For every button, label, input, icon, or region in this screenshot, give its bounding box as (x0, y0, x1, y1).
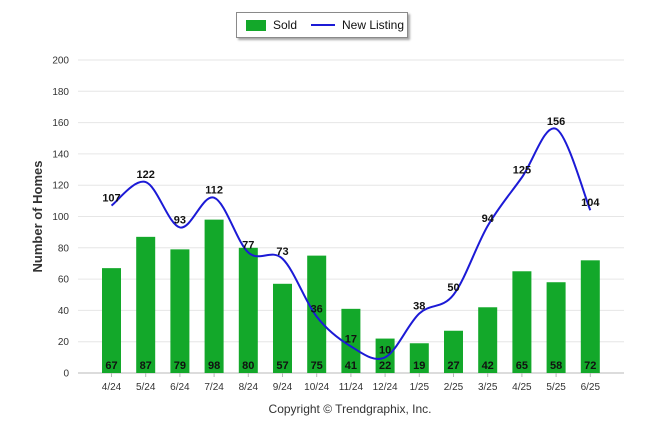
bar-sold (375, 338, 395, 373)
bar-sold (444, 330, 463, 373)
copyright-footer: Copyright © Trendgraphix, Inc. (268, 402, 432, 416)
line-new-listing (110, 127, 592, 360)
bar-sold (204, 219, 224, 373)
data-label-sold: 75 (311, 360, 323, 372)
bar-sold (102, 268, 121, 373)
y-tick-label: 200 (52, 56, 69, 67)
data-label-sold: 57 (276, 360, 288, 372)
data-label-new-listing: 94 (482, 213, 495, 225)
legend-item-new-listing[interactable]: New Listing (311, 13, 404, 37)
bar-sold (170, 249, 190, 373)
x-tick-label: 4/24 (102, 382, 122, 393)
y-tick-label: 40 (58, 306, 70, 317)
data-label-sold: 22 (379, 360, 391, 372)
x-tick-label: 12/24 (373, 382, 398, 393)
legend-label-new-listing: New Listing (342, 18, 405, 32)
data-label-new-listing: 50 (447, 282, 459, 294)
data-label-sold: 65 (516, 360, 528, 372)
y-tick-label: 20 (58, 337, 70, 348)
bar-sold (273, 283, 292, 373)
x-tick-label: 3/25 (478, 382, 498, 393)
data-label-sold: 80 (242, 360, 254, 372)
bar-sold (478, 307, 498, 373)
data-label-new-listing: 156 (547, 116, 565, 128)
y-tick-label: 100 (52, 212, 69, 223)
y-tick-label: 60 (58, 275, 70, 286)
legend-item-sold[interactable]: Sold (246, 13, 297, 37)
data-label-sold: 27 (447, 360, 459, 372)
data-label-sold: 58 (550, 360, 562, 372)
x-tick-label: 4/25 (512, 382, 532, 393)
y-tick-label: 180 (52, 87, 69, 98)
bar-sold (512, 271, 532, 373)
bar-sold (580, 260, 600, 373)
data-label-new-listing: 17 (345, 333, 357, 345)
legend-swatch-sold (246, 19, 266, 31)
bar-sold (546, 282, 566, 373)
x-tick-label: 9/24 (273, 382, 293, 393)
data-label-new-listing: 38 (413, 301, 425, 313)
bar-sold (409, 343, 429, 373)
data-label-new-listing: 77 (242, 239, 254, 251)
x-tick-label: 11/24 (339, 382, 364, 393)
data-label-sold: 19 (413, 360, 425, 372)
data-label-sold: 79 (174, 360, 186, 372)
legend-line-new-listing (311, 24, 335, 26)
x-tick-label: 2/25 (444, 382, 464, 393)
bar-sold (341, 308, 361, 373)
y-axis-title: Number of Homes (30, 161, 45, 273)
bar-sold (238, 247, 258, 373)
data-label-new-listing: 125 (513, 164, 531, 176)
x-tick-label: 5/25 (546, 382, 566, 393)
y-tick-label: 0 (63, 369, 69, 380)
x-tick-label: 10/24 (304, 382, 329, 393)
data-label-new-listing: 36 (311, 304, 323, 316)
y-tick-label: 160 (52, 118, 69, 129)
data-label-sold: 41 (345, 360, 357, 372)
data-label-sold: 67 (105, 360, 117, 372)
data-label-new-listing: 93 (174, 214, 186, 226)
y-tick-label: 120 (52, 181, 69, 192)
data-label-new-listing: 104 (581, 197, 600, 209)
legend-label-sold: Sold (273, 18, 298, 32)
x-tick-label: 8/24 (239, 382, 259, 393)
data-label-new-listing: 107 (102, 193, 120, 205)
x-tick-label: 7/24 (204, 382, 224, 393)
data-label-sold: 42 (482, 360, 494, 372)
y-tick-label: 80 (58, 243, 70, 254)
data-label-new-listing: 122 (137, 169, 155, 181)
data-label-sold: 98 (208, 360, 220, 372)
x-tick-label: 5/24 (136, 382, 156, 393)
data-label-sold: 87 (140, 360, 152, 372)
x-tick-label: 1/25 (410, 382, 430, 393)
data-label-new-listing: 112 (205, 185, 223, 197)
x-tick-label: 6/25 (581, 382, 601, 393)
data-label-new-listing: 10 (379, 344, 391, 356)
data-label-sold: 72 (584, 360, 596, 372)
legend: Sold New Listing (236, 12, 408, 38)
y-tick-label: 140 (52, 149, 69, 160)
bar-sold (136, 236, 156, 373)
data-label-new-listing: 73 (276, 246, 288, 258)
bar-sold (307, 255, 327, 373)
x-tick-label: 6/24 (170, 382, 190, 393)
